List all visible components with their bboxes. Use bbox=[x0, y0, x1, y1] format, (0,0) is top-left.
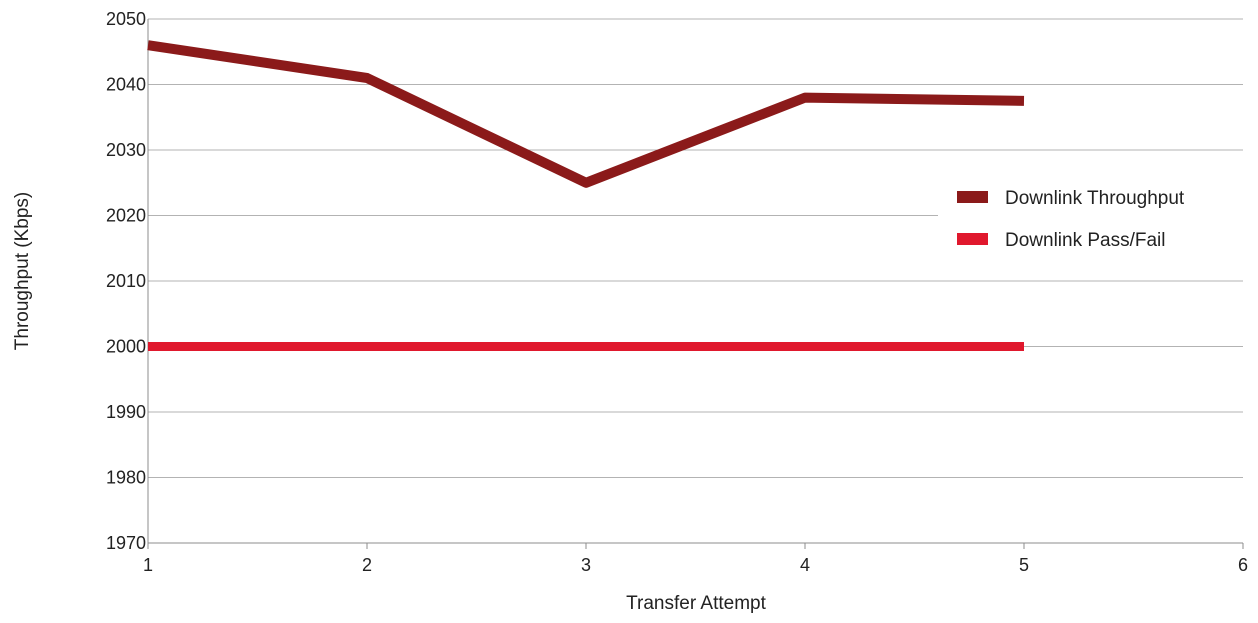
legend-swatch bbox=[957, 233, 988, 245]
x-tick-label: 1 bbox=[143, 555, 153, 575]
series-lines bbox=[147, 40, 1025, 351]
y-tick-label: 2010 bbox=[106, 271, 146, 291]
y-tick-label: 1990 bbox=[106, 402, 146, 422]
x-tick-label: 6 bbox=[1238, 555, 1248, 575]
y-tick-label: 1970 bbox=[106, 533, 146, 553]
y-tick-label: 2030 bbox=[106, 140, 146, 160]
y-tick-label: 2000 bbox=[106, 337, 146, 357]
x-tick-label: 4 bbox=[800, 555, 810, 575]
legend-background bbox=[938, 172, 1243, 264]
gridlines bbox=[148, 18, 1243, 544]
x-tick-label: 3 bbox=[581, 555, 591, 575]
axes: 1970 1980 1990 2000 2010 2020 2030 2040 2050 1 2 3 4… bbox=[106, 9, 1248, 575]
legend-label: Downlink Pass/Fail bbox=[1005, 230, 1166, 251]
y-tick-label: 2040 bbox=[106, 75, 146, 95]
y-tick-label: 2020 bbox=[106, 206, 146, 226]
legend: Downlink Throughput Downlink Pass/Fail bbox=[957, 188, 1185, 251]
x-axis-title: Transfer Attempt bbox=[626, 593, 766, 614]
legend-swatch bbox=[957, 191, 988, 203]
y-tick-label: 1980 bbox=[106, 468, 146, 488]
y-tick-label: 2050 bbox=[106, 9, 146, 29]
y-axis-title: Throughput (Kbps) bbox=[12, 192, 33, 350]
legend-label: Downlink Throughput bbox=[1005, 188, 1185, 209]
x-tick-label: 5 bbox=[1019, 555, 1029, 575]
x-tick-label: 2 bbox=[362, 555, 372, 575]
legend-box bbox=[938, 172, 1243, 264]
series-line-downlink-throughput bbox=[147, 40, 1025, 188]
